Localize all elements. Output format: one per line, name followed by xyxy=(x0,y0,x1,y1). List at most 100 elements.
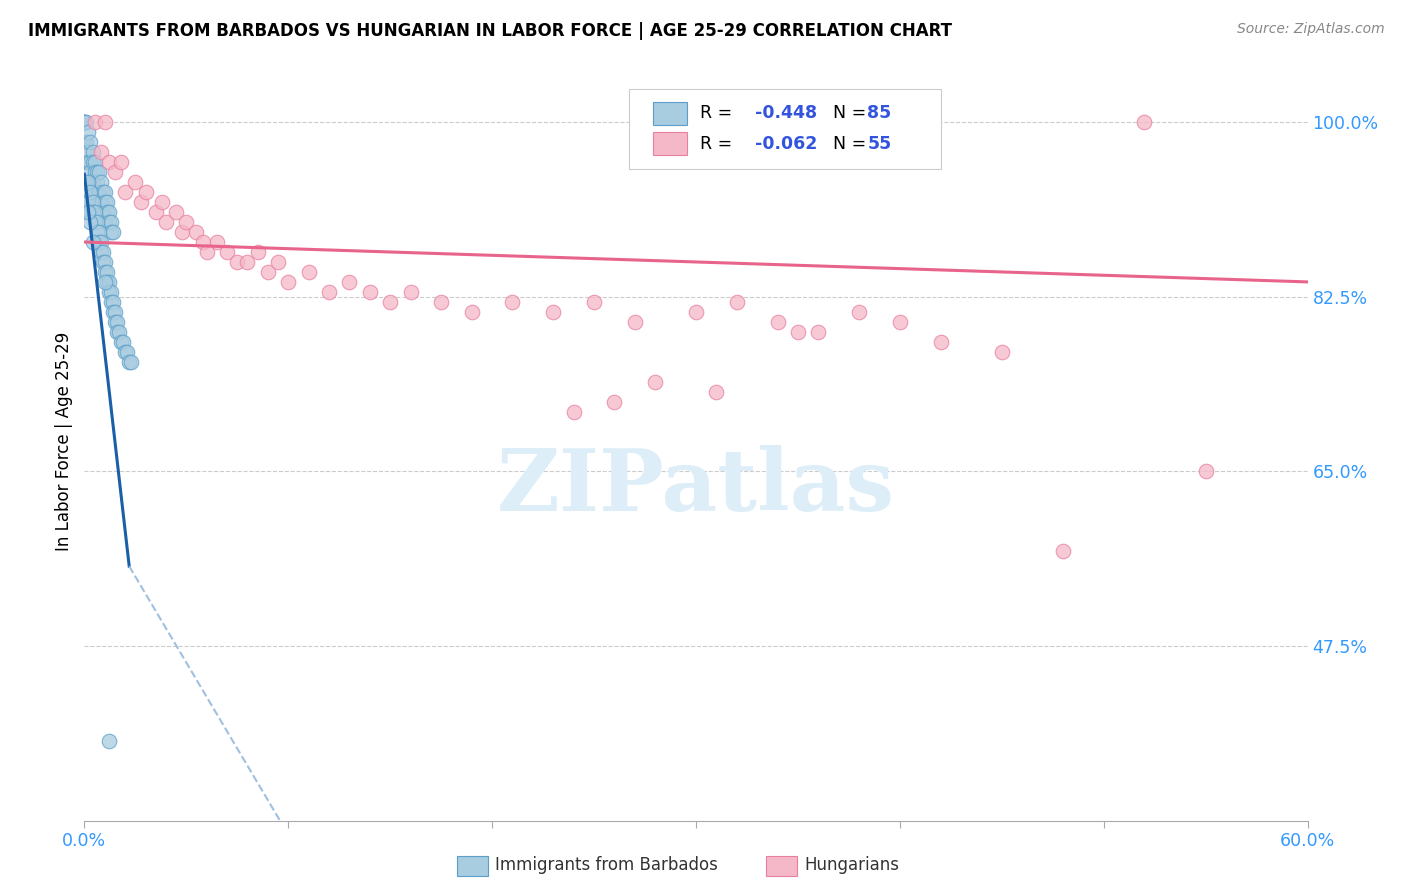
Point xyxy=(100,294,122,309)
Point xyxy=(174,215,197,229)
Point xyxy=(104,165,127,179)
Point xyxy=(318,285,340,299)
Point xyxy=(1195,465,1218,479)
Point xyxy=(100,225,122,239)
Point xyxy=(105,325,128,339)
Point xyxy=(96,195,118,210)
Point xyxy=(86,165,108,179)
Point xyxy=(93,255,115,269)
Point xyxy=(79,185,101,199)
Point xyxy=(205,235,228,249)
Point xyxy=(79,185,101,199)
Point xyxy=(90,145,112,160)
Point xyxy=(75,175,97,189)
Point xyxy=(1133,115,1156,129)
Point xyxy=(93,215,115,229)
Point xyxy=(83,215,105,229)
Point xyxy=(135,185,157,199)
Point xyxy=(236,255,259,269)
Point xyxy=(104,315,127,329)
Point xyxy=(108,325,131,339)
Point xyxy=(110,155,132,169)
Point xyxy=(91,255,114,269)
Point xyxy=(86,225,108,239)
Point xyxy=(73,115,96,129)
Point xyxy=(461,305,484,319)
Point xyxy=(91,205,114,219)
Point xyxy=(93,115,115,129)
Point xyxy=(226,255,249,269)
Y-axis label: In Labor Force | Age 25-29: In Labor Force | Age 25-29 xyxy=(55,332,73,551)
Point xyxy=(82,235,104,249)
Point xyxy=(83,165,105,179)
Point xyxy=(430,294,453,309)
Text: N =: N = xyxy=(823,135,872,153)
Point xyxy=(359,285,381,299)
Text: ZIPatlas: ZIPatlas xyxy=(496,445,896,529)
Point xyxy=(624,315,647,329)
Point xyxy=(807,325,830,339)
Point xyxy=(502,294,524,309)
Text: -0.062: -0.062 xyxy=(755,135,817,153)
Point xyxy=(87,225,110,239)
Point xyxy=(90,175,112,189)
Point xyxy=(79,165,101,179)
Point xyxy=(86,215,108,229)
Point xyxy=(277,275,299,289)
Point xyxy=(112,334,135,349)
Point xyxy=(77,195,100,210)
Text: R =: R = xyxy=(700,104,737,122)
Point xyxy=(75,115,97,129)
Point xyxy=(75,135,97,149)
Text: 85: 85 xyxy=(868,104,891,122)
Point xyxy=(766,315,789,329)
Point xyxy=(583,294,606,309)
Point xyxy=(97,155,120,169)
Point xyxy=(82,175,104,189)
Point xyxy=(75,195,97,210)
Point xyxy=(1052,544,1074,558)
FancyBboxPatch shape xyxy=(654,102,688,125)
Point xyxy=(77,205,100,219)
FancyBboxPatch shape xyxy=(654,132,688,155)
Point xyxy=(110,334,132,349)
Point xyxy=(87,165,110,179)
Point xyxy=(91,185,114,199)
Point xyxy=(86,175,108,189)
Point xyxy=(105,315,128,329)
Point xyxy=(131,195,153,210)
Point xyxy=(706,384,728,399)
Point xyxy=(77,175,100,189)
Point xyxy=(93,275,115,289)
Point xyxy=(97,275,120,289)
Point xyxy=(380,294,402,309)
Point xyxy=(191,235,214,249)
Text: N =: N = xyxy=(823,104,872,122)
Point xyxy=(298,265,321,279)
Point xyxy=(991,344,1014,359)
Point xyxy=(145,205,167,219)
Point xyxy=(77,125,100,139)
Point xyxy=(90,195,112,210)
Point xyxy=(73,135,96,149)
Point xyxy=(889,315,911,329)
Point xyxy=(83,155,105,169)
Point xyxy=(77,145,100,160)
Point xyxy=(685,305,707,319)
Point xyxy=(97,285,120,299)
Text: R =: R = xyxy=(700,135,737,153)
Point xyxy=(246,244,269,259)
Text: 55: 55 xyxy=(868,135,891,153)
Point xyxy=(165,205,187,219)
Point xyxy=(186,225,208,239)
Point xyxy=(73,115,96,129)
Point xyxy=(79,135,101,149)
Point xyxy=(100,215,122,229)
Point xyxy=(96,265,118,279)
Text: -0.448: -0.448 xyxy=(755,104,817,122)
Point xyxy=(101,305,124,319)
Point xyxy=(97,215,120,229)
Point xyxy=(217,244,239,259)
Point xyxy=(82,195,104,210)
Point xyxy=(929,334,952,349)
